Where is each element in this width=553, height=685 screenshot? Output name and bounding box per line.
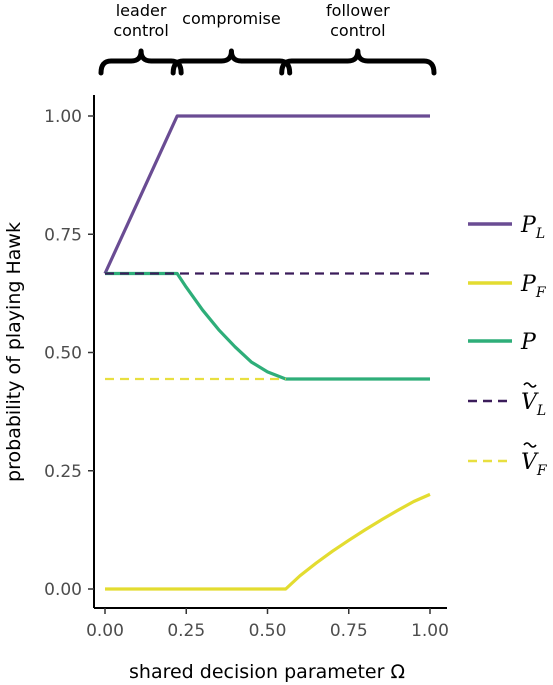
series-line-pl <box>103 114 430 275</box>
region-label: compromise <box>182 9 281 28</box>
series-line-pf <box>105 492 431 591</box>
region-brace <box>98 48 184 76</box>
series-lines <box>103 114 431 591</box>
y-tick-label: 0.50 <box>44 344 82 364</box>
x-tick-label: 0.25 <box>167 621 205 641</box>
y-tick-label: 0.25 <box>44 462 82 482</box>
region-brace <box>279 48 437 76</box>
legend-label-sub: L <box>535 226 545 242</box>
axes <box>93 95 447 609</box>
legend-label: P <box>520 330 537 355</box>
x-tick-label: 1.00 <box>411 621 449 641</box>
legend-label-main: P <box>520 330 537 355</box>
legend-label-sub: L <box>536 403 546 419</box>
legend-label-sub: F <box>536 463 548 479</box>
x-axis-ticks: 0.00 0.25 0.50 0.75 1.00 <box>86 608 449 641</box>
x-tick-label: 0.75 <box>330 621 368 641</box>
legend-label-main: V <box>521 450 539 475</box>
legend-label: VF <box>521 450 548 479</box>
y-axis-title: probability of playing Hawk <box>3 222 25 482</box>
legend-label-main: P <box>520 272 537 297</box>
legend-label: PL <box>520 213 545 242</box>
region-label: leader <box>116 1 167 20</box>
y-tick-label: 0.00 <box>44 580 82 600</box>
region-brace <box>170 48 293 76</box>
legend-label: VL <box>521 390 546 419</box>
y-axis-ticks: 0.00 0.25 0.50 0.75 1.00 <box>44 107 94 600</box>
x-tick-label: 0.00 <box>86 621 124 641</box>
region-label: follower <box>326 1 390 20</box>
x-tick-label: 0.50 <box>249 621 287 641</box>
y-tick-label: 0.75 <box>44 225 82 245</box>
region-label: control <box>113 21 168 40</box>
legend-label: PF <box>520 272 547 301</box>
series-line-p <box>105 271 430 381</box>
legend-label-main: V <box>521 390 539 415</box>
tilde-accent-icon <box>523 382 537 388</box>
region-label: control <box>330 21 385 40</box>
legend-label-main: P <box>520 213 537 238</box>
legend-label-sub: F <box>535 285 547 301</box>
x-axis-title: shared decision parameter Ω <box>129 661 405 683</box>
tilde-accent-icon <box>523 442 537 448</box>
y-tick-label: 1.00 <box>44 107 82 127</box>
